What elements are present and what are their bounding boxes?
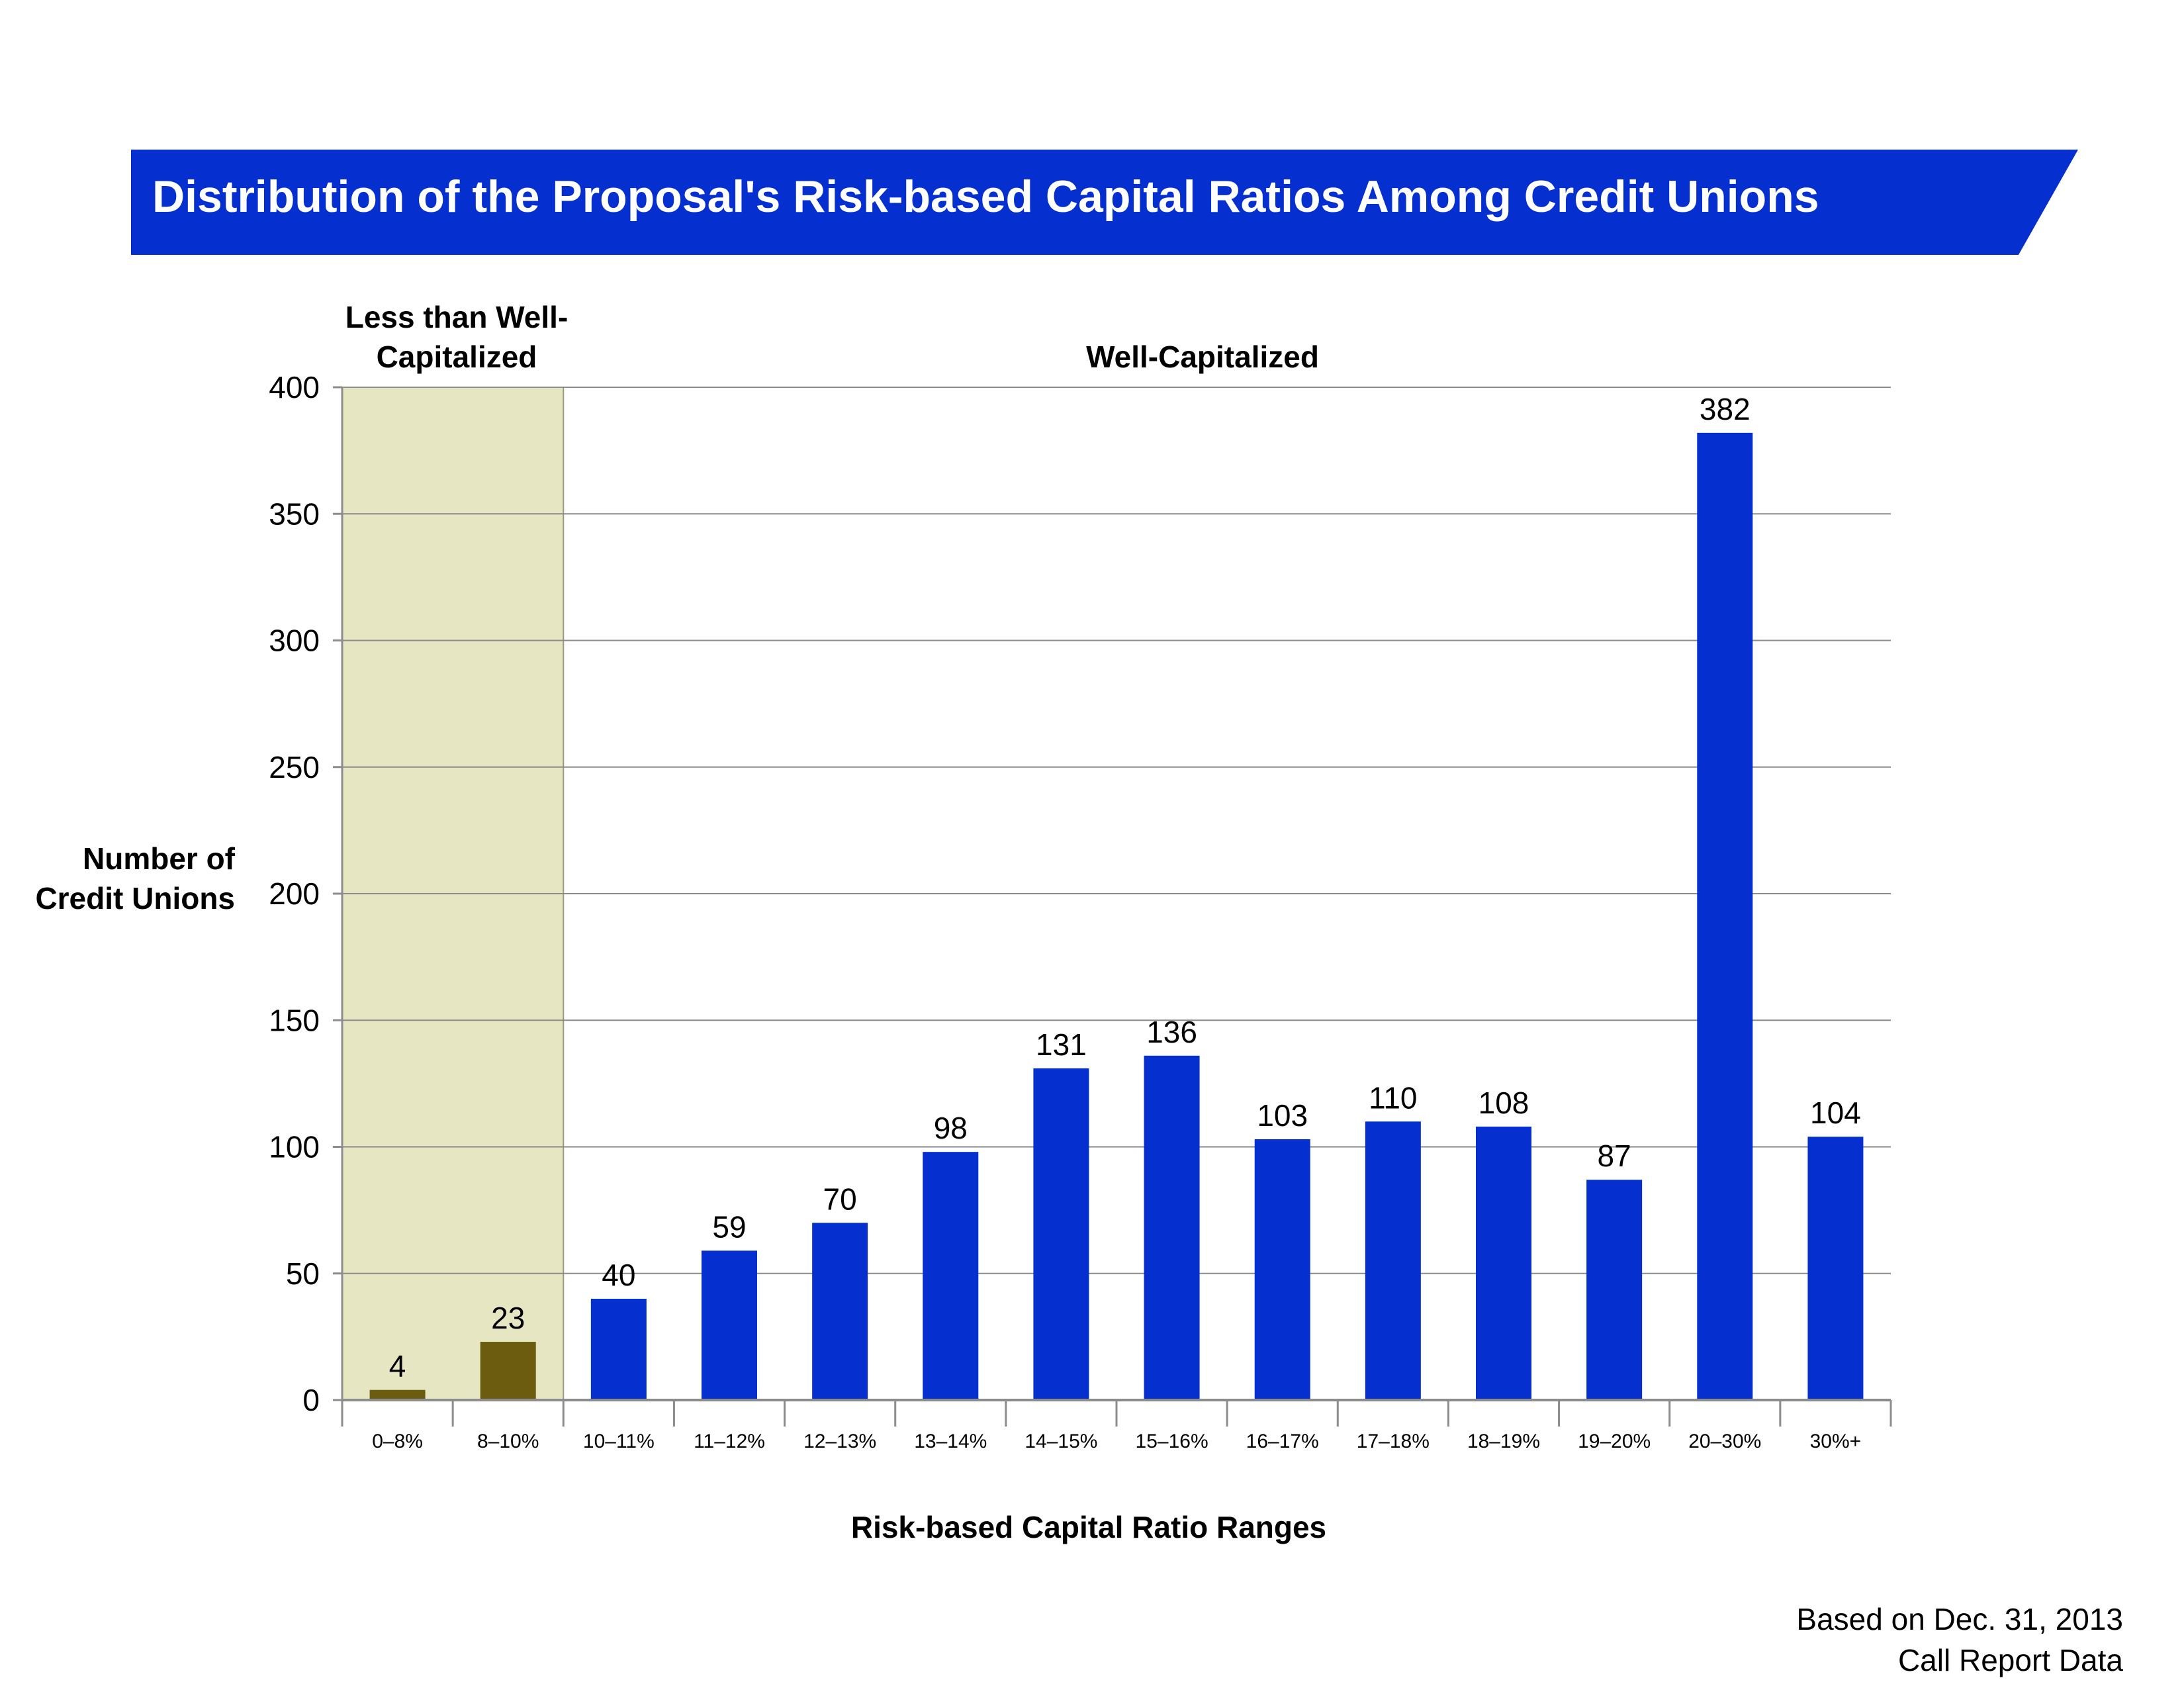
y-tick-label: 200 bbox=[269, 876, 320, 911]
category-label-5: 13–14% bbox=[914, 1430, 987, 1452]
data-label-4: 70 bbox=[823, 1182, 857, 1216]
data-label-8: 103 bbox=[1257, 1098, 1308, 1133]
category-label-12: 20–30% bbox=[1688, 1430, 1761, 1452]
chart-title: Distribution of the Proposal's Risk-base… bbox=[152, 171, 1819, 222]
region-label-less-than-well-capitalized-line2: Capitalized bbox=[377, 340, 537, 374]
data-labels: 4 23 40 59 70 98 131 136 103 110 108 87 382 104 bbox=[389, 392, 1861, 1383]
bar-3 bbox=[702, 1250, 757, 1400]
region-label-less-than-well-capitalized-line1: Less than Well- bbox=[345, 300, 569, 334]
bar-10 bbox=[1476, 1126, 1531, 1400]
y-tick-label: 400 bbox=[269, 370, 320, 404]
category-label-2: 10–11% bbox=[583, 1430, 655, 1452]
bar-4 bbox=[812, 1223, 868, 1400]
data-label-1: 23 bbox=[491, 1301, 525, 1335]
data-label-10: 108 bbox=[1479, 1086, 1529, 1120]
source-note-line1: Based on Dec. 31, 2013 bbox=[1796, 1602, 2123, 1636]
data-label-3: 59 bbox=[712, 1209, 746, 1244]
y-axis-title-line1: Number of bbox=[83, 841, 236, 876]
data-label-7: 136 bbox=[1146, 1015, 1197, 1049]
bar-13 bbox=[1807, 1137, 1864, 1400]
y-tick-label: 50 bbox=[286, 1256, 320, 1291]
y-axis-ticks: 0 50 100 150 200 250 300 350 400 bbox=[269, 370, 342, 1417]
y-tick-label: 250 bbox=[269, 750, 320, 784]
data-label-0: 4 bbox=[389, 1349, 406, 1383]
x-axis bbox=[341, 1399, 1892, 1427]
data-label-5: 98 bbox=[934, 1111, 968, 1145]
y-tick-label: 100 bbox=[269, 1130, 320, 1164]
category-label-4: 12–13% bbox=[803, 1430, 876, 1452]
category-label-1: 8–10% bbox=[477, 1430, 539, 1452]
y-tick-label: 350 bbox=[269, 496, 320, 531]
bar-9 bbox=[1365, 1121, 1421, 1400]
source-note: Based on Dec. 31, 2013 Call Report Data bbox=[1796, 1599, 2123, 1681]
data-label-13: 104 bbox=[1810, 1096, 1861, 1130]
y-tick-label: 0 bbox=[302, 1383, 320, 1417]
y-axis-title-line2: Credit Unions bbox=[35, 881, 235, 915]
category-label-7: 15–16% bbox=[1136, 1430, 1208, 1452]
category-label-8: 16–17% bbox=[1246, 1430, 1319, 1452]
category-label-0: 0–8% bbox=[372, 1430, 423, 1452]
category-label-9: 17–18% bbox=[1357, 1430, 1430, 1452]
data-label-9: 110 bbox=[1369, 1080, 1417, 1115]
data-label-11: 87 bbox=[1598, 1139, 1631, 1173]
bar-12 bbox=[1697, 432, 1753, 1400]
bar-0 bbox=[369, 1389, 426, 1400]
category-label-11: 19–20% bbox=[1578, 1430, 1651, 1452]
bar-6 bbox=[1033, 1068, 1089, 1400]
y-tick-label: 150 bbox=[269, 1003, 320, 1037]
data-label-2: 40 bbox=[602, 1258, 635, 1292]
title-banner-shape bbox=[131, 150, 2078, 255]
category-label-13: 30%+ bbox=[1810, 1430, 1862, 1452]
data-label-6: 131 bbox=[1036, 1027, 1087, 1062]
category-label-6: 14–15% bbox=[1024, 1430, 1097, 1452]
category-labels: 0–8% 8–10% 10–11% 11–12% 12–13% 13–14% 14–15% 1… bbox=[372, 1430, 1861, 1452]
y-tick-label: 300 bbox=[269, 624, 320, 658]
category-label-10: 18–19% bbox=[1467, 1430, 1540, 1452]
x-axis-title: Risk-based Capital Ratio Ranges bbox=[851, 1510, 1326, 1544]
bar-11 bbox=[1586, 1180, 1643, 1400]
bar-2 bbox=[590, 1299, 647, 1400]
bar-5 bbox=[923, 1152, 979, 1400]
source-note-line2: Call Report Data bbox=[1897, 1643, 2123, 1677]
category-label-3: 11–12% bbox=[694, 1430, 765, 1452]
bars bbox=[369, 432, 1864, 1400]
gridlines bbox=[342, 387, 1891, 1274]
region-label-well-capitalized: Well-Capitalized bbox=[1086, 340, 1319, 374]
bar-1 bbox=[480, 1342, 536, 1400]
data-label-12: 382 bbox=[1700, 392, 1751, 426]
bar-8 bbox=[1254, 1139, 1310, 1400]
bar-7 bbox=[1144, 1055, 1200, 1400]
